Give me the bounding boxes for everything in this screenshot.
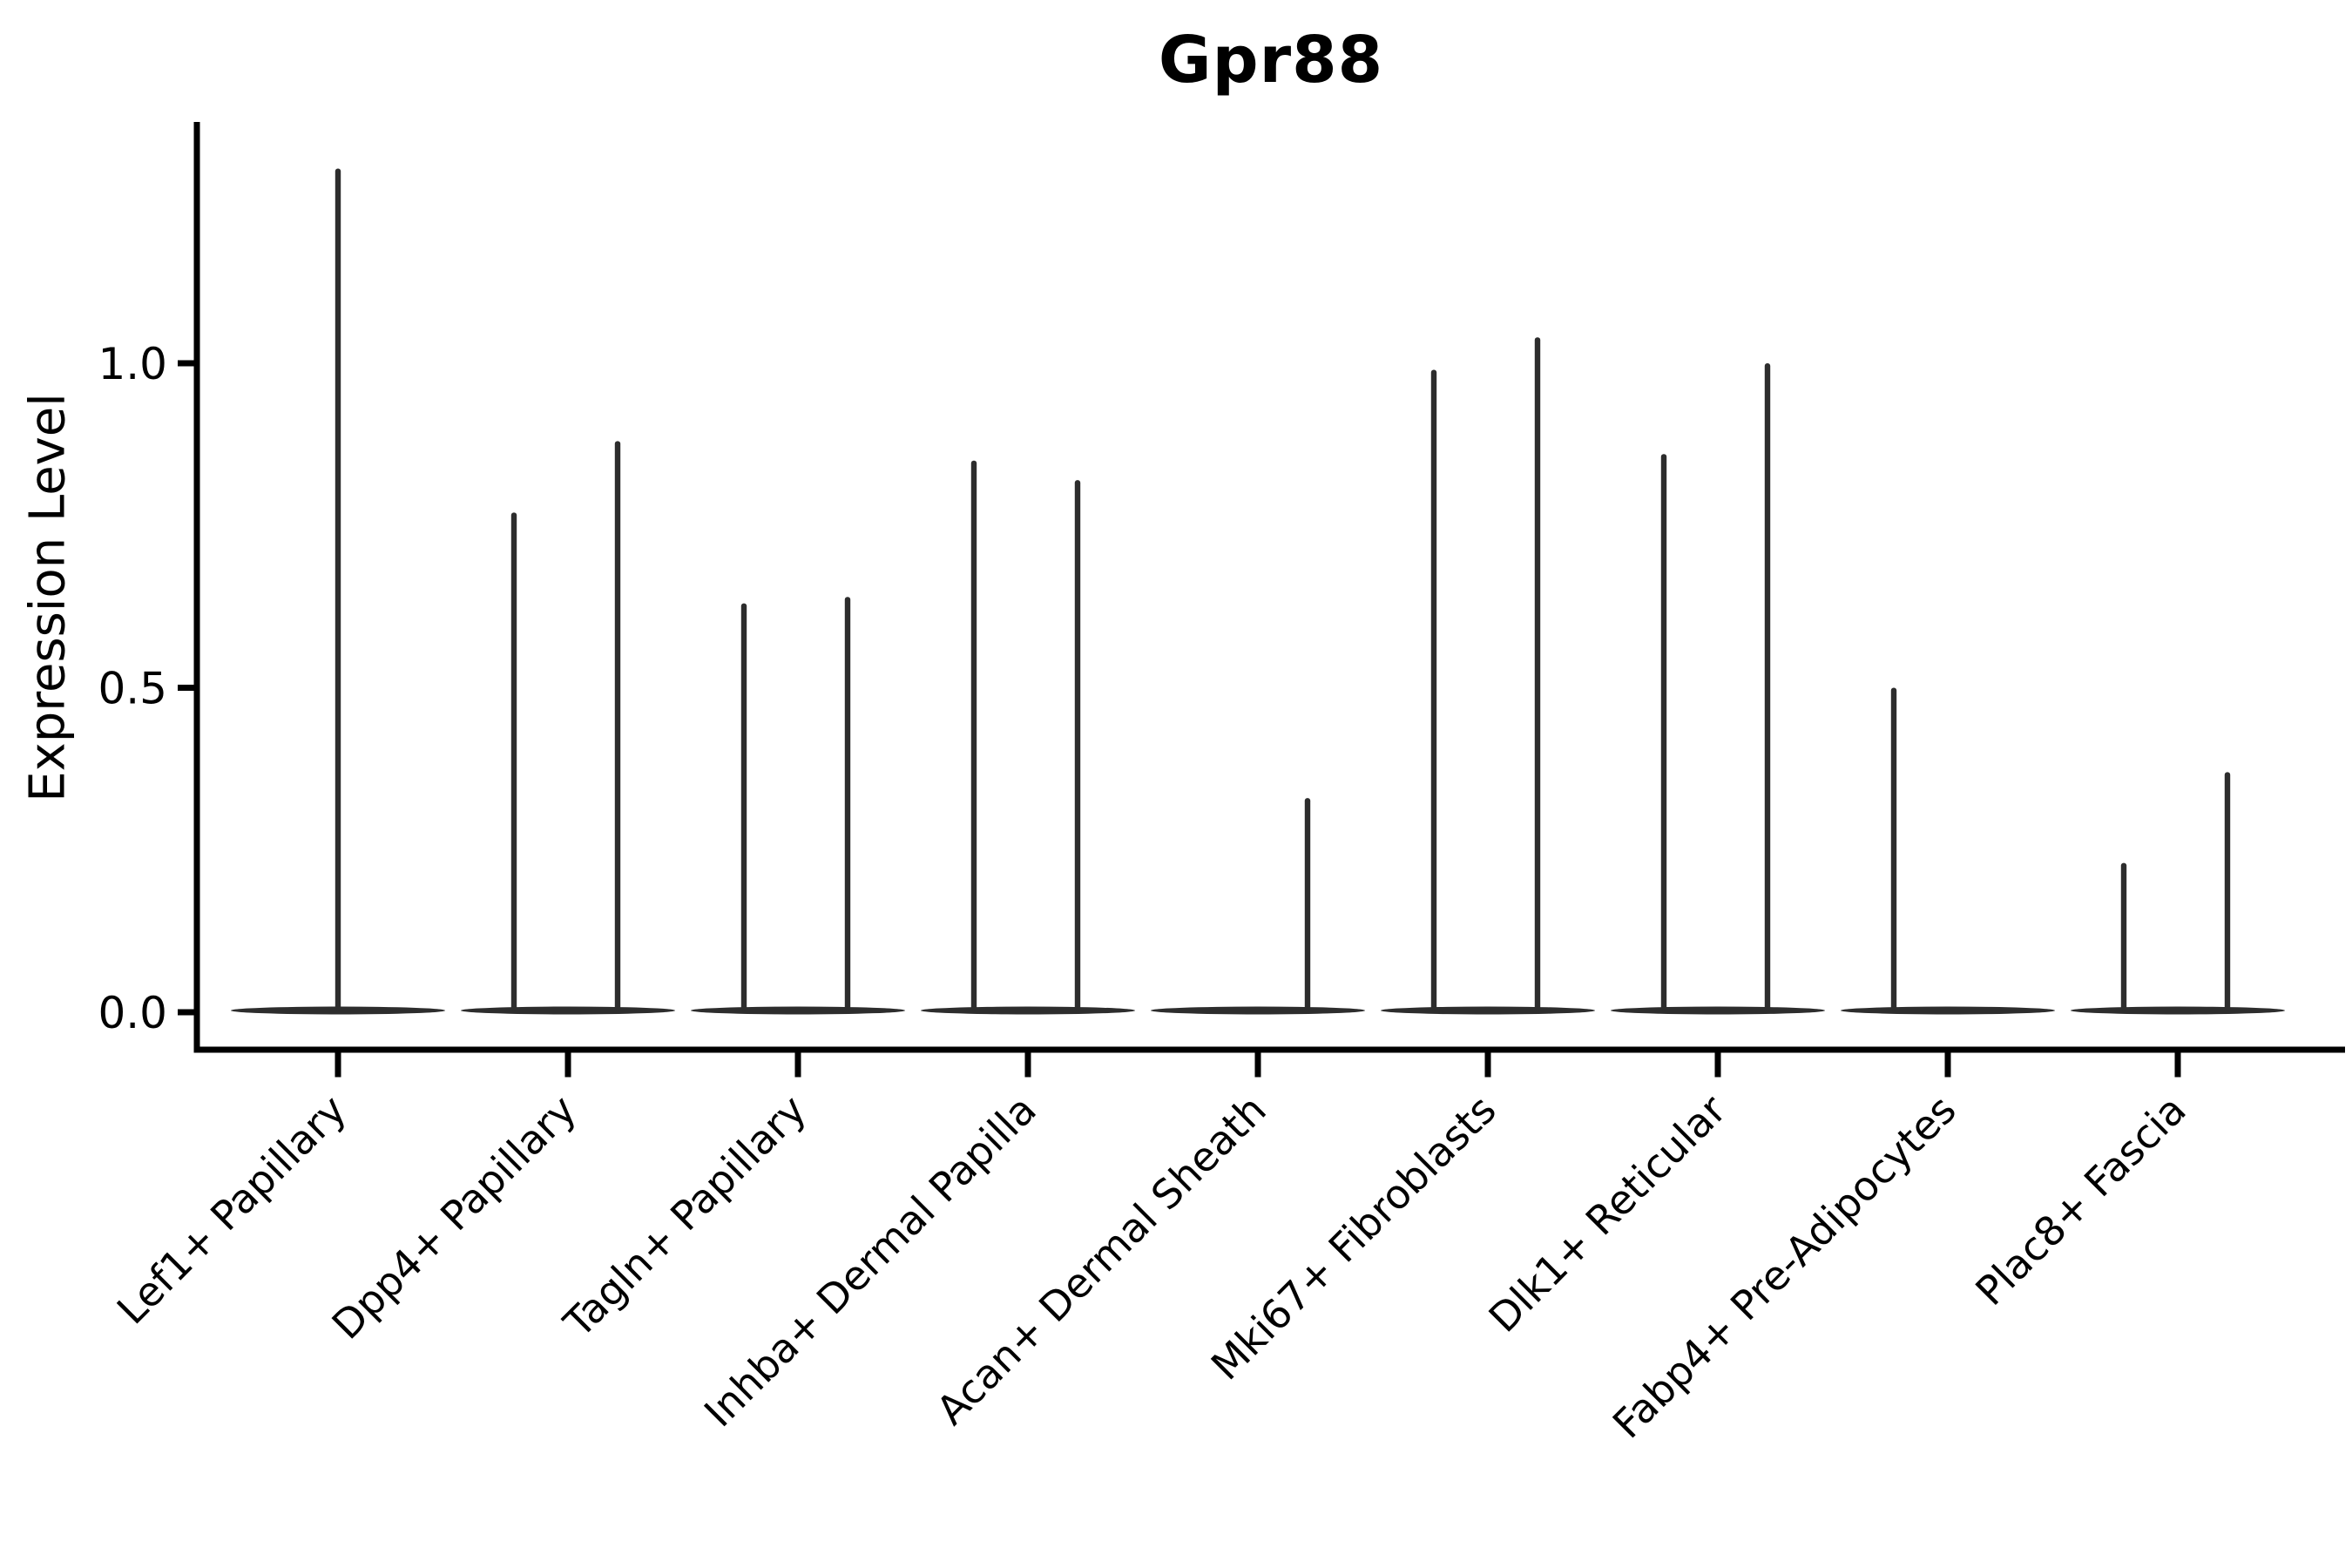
- violin-spike: [614, 441, 621, 1010]
- violin-spike: [1764, 363, 1771, 1010]
- x-tick-mark: [794, 1052, 801, 1078]
- violin-spike: [1074, 480, 1081, 1010]
- violin-spike: [1304, 798, 1311, 1010]
- x-tick-mark: [1254, 1052, 1261, 1078]
- x-tick-mark: [335, 1052, 341, 1078]
- violin-body: [1611, 1006, 1825, 1015]
- x-tick-mark: [1944, 1052, 1951, 1078]
- violin-spike: [1890, 687, 1897, 1010]
- y-axis-spine: [193, 122, 200, 1053]
- violin-spike: [510, 512, 517, 1010]
- violin-spike: [335, 168, 341, 1010]
- violin-spike: [844, 597, 851, 1010]
- violin-body: [461, 1006, 675, 1015]
- x-tick-mark: [1484, 1052, 1491, 1078]
- x-tick-mark: [1714, 1052, 1721, 1078]
- y-tick-label: 0.0: [98, 988, 167, 1038]
- y-tick-label: 1.0: [98, 339, 167, 389]
- x-tick-label: Dpp4+ Papillary: [323, 1086, 585, 1348]
- x-tick-label: Plac8+ Fascia: [1966, 1086, 2194, 1315]
- violin-body: [2071, 1006, 2285, 1015]
- violin-spike: [1534, 337, 1541, 1010]
- x-tick-label: Tagln+ Papillary: [554, 1086, 815, 1348]
- violin-spike: [2120, 862, 2127, 1010]
- violin-spike: [1660, 454, 1667, 1010]
- violin-body: [691, 1006, 905, 1015]
- x-tick-mark: [1024, 1052, 1031, 1078]
- x-axis-spine: [193, 1046, 2345, 1053]
- x-tick-mark: [564, 1052, 571, 1078]
- y-tick-mark: [178, 360, 197, 367]
- y-tick-label: 0.5: [98, 664, 167, 714]
- x-tick-label: Lef1+ Papillary: [108, 1086, 355, 1334]
- violin-spike: [2224, 772, 2231, 1010]
- violin-body: [1381, 1006, 1595, 1015]
- violin-spike: [740, 603, 747, 1010]
- violin-body: [1841, 1006, 2055, 1015]
- x-tick-label: Dlk1+ Reticular: [1480, 1086, 1735, 1342]
- violin-spike: [1430, 369, 1437, 1010]
- y-tick-mark: [178, 1009, 197, 1016]
- y-tick-mark: [178, 685, 197, 691]
- violin-spike: [970, 460, 977, 1010]
- x-tick-mark: [2174, 1052, 2181, 1078]
- violin-body: [1151, 1006, 1365, 1015]
- violin-body: [921, 1006, 1135, 1015]
- chart-title: Gpr88: [1158, 23, 1384, 98]
